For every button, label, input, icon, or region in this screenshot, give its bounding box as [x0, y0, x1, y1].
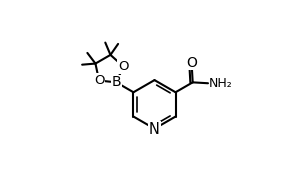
Text: N: N [149, 122, 160, 137]
Text: O: O [186, 56, 197, 70]
Text: O: O [118, 60, 129, 73]
Text: NH₂: NH₂ [209, 77, 232, 90]
Text: O: O [94, 74, 104, 87]
Text: B: B [112, 75, 121, 89]
